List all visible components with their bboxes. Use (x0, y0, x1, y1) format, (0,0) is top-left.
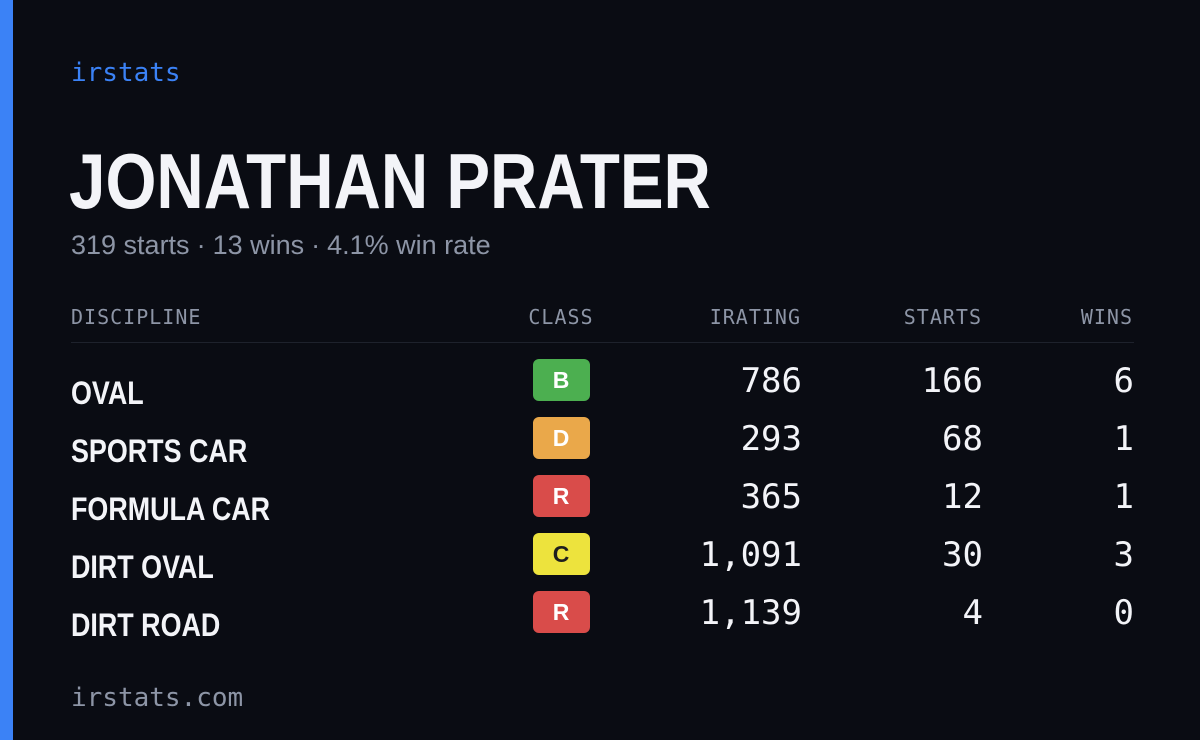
table-header-row: DISCIPLINE CLASS IRATING STARTS WINS (71, 298, 1134, 343)
wins-value: 1 (1113, 477, 1134, 517)
irating-value: 1,091 (699, 535, 802, 575)
header-starts: STARTS (802, 298, 983, 343)
wins-summary: 13 wins (212, 230, 305, 260)
wins-value: 1 (1113, 419, 1134, 459)
irating-value: 786 (740, 361, 802, 401)
class-cell: R (501, 473, 621, 531)
table-row: DIRT OVAL C 1,091 30 3 (71, 531, 1134, 589)
wins-cell: 6 (983, 357, 1134, 415)
starts-cell: 68 (802, 415, 983, 473)
irating-value: 365 (740, 477, 802, 517)
irating-value: 1,139 (699, 593, 802, 633)
irating-cell: 365 (621, 473, 802, 531)
license-class-badge: R (532, 475, 590, 517)
win-rate-summary: 4.1% win rate (327, 230, 491, 260)
brand-logo-text: irstats (71, 58, 181, 88)
table-row: DIRT ROAD R 1,139 4 0 (71, 589, 1134, 647)
wins-cell: 1 (983, 415, 1134, 473)
discipline-stats-table: DISCIPLINE CLASS IRATING STARTS WINS OVA… (71, 298, 1134, 647)
starts-value: 12 (942, 477, 983, 517)
table-row: OVAL B 786 166 6 (71, 357, 1134, 415)
irating-cell: 1,139 (621, 589, 802, 647)
discipline-name: DIRT ROAD (71, 606, 221, 643)
license-class-badge: C (532, 533, 590, 575)
irating-value: 293 (740, 419, 802, 459)
header-wins: WINS (983, 298, 1134, 343)
starts-cell: 12 (802, 473, 983, 531)
starts-cell: 166 (802, 357, 983, 415)
starts-value: 68 (942, 419, 983, 459)
summary-separator: · (311, 230, 321, 260)
accent-bar (0, 0, 13, 740)
starts-value: 166 (921, 361, 983, 401)
starts-cell: 4 (802, 589, 983, 647)
wins-cell: 0 (983, 589, 1134, 647)
license-class-badge: R (532, 591, 590, 633)
starts-cell: 30 (802, 531, 983, 589)
table-spacer-cell (71, 343, 1134, 358)
starts-summary: 319 starts (71, 230, 190, 260)
discipline-name: FORMULA CAR (71, 490, 271, 527)
driver-name: JONATHAN PRATER (69, 137, 711, 225)
discipline-name: OVAL (71, 374, 144, 411)
driver-summary: 319 starts · 13 wins · 4.1% win rate (71, 228, 491, 262)
wins-value: 0 (1113, 593, 1134, 633)
footer-url: irstats.com (71, 683, 244, 713)
class-cell: C (501, 531, 621, 589)
discipline-cell: OVAL (71, 357, 501, 415)
irating-cell: 1,091 (621, 531, 802, 589)
discipline-cell: FORMULA CAR (71, 473, 501, 531)
wins-value: 3 (1113, 535, 1134, 575)
table-row: FORMULA CAR R 365 12 1 (71, 473, 1134, 531)
discipline-cell: SPORTS CAR (71, 415, 501, 473)
header-irating: IRATING (621, 298, 802, 343)
wins-cell: 1 (983, 473, 1134, 531)
class-cell: R (501, 589, 621, 647)
table-row: SPORTS CAR D 293 68 1 (71, 415, 1134, 473)
irating-cell: 786 (621, 357, 802, 415)
summary-separator: · (196, 230, 206, 260)
starts-value: 30 (942, 535, 983, 575)
starts-value: 4 (962, 593, 983, 633)
discipline-cell: DIRT OVAL (71, 531, 501, 589)
license-class-badge: B (532, 359, 590, 401)
header-discipline: DISCIPLINE (71, 298, 501, 343)
license-class-badge: D (532, 417, 590, 459)
table-spacer (71, 343, 1134, 358)
discipline-cell: DIRT ROAD (71, 589, 501, 647)
discipline-name: SPORTS CAR (71, 432, 248, 469)
irating-cell: 293 (621, 415, 802, 473)
wins-cell: 3 (983, 531, 1134, 589)
class-cell: D (501, 415, 621, 473)
wins-value: 6 (1113, 361, 1134, 401)
header-class: CLASS (501, 298, 621, 343)
class-cell: B (501, 357, 621, 415)
discipline-name: DIRT OVAL (71, 548, 214, 585)
